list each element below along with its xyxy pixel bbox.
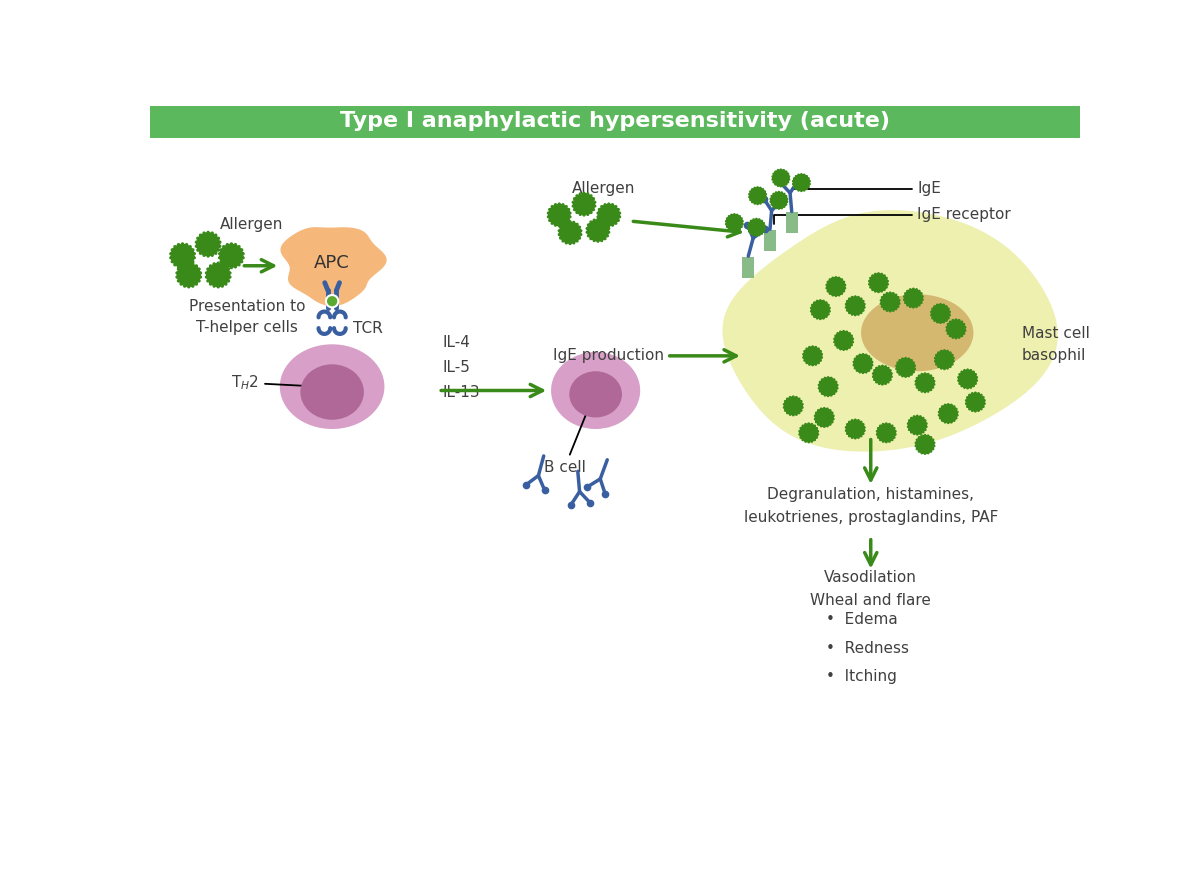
Polygon shape: [170, 243, 196, 268]
Polygon shape: [938, 404, 958, 423]
Text: TCR: TCR: [353, 321, 383, 336]
Text: •  Itching: • Itching: [826, 670, 896, 685]
Polygon shape: [799, 423, 818, 443]
Polygon shape: [815, 407, 834, 428]
Text: Mast cell
basophil: Mast cell basophil: [1022, 326, 1090, 363]
Polygon shape: [826, 276, 846, 297]
Polygon shape: [770, 192, 787, 209]
Polygon shape: [916, 435, 935, 454]
Polygon shape: [907, 415, 928, 435]
FancyBboxPatch shape: [786, 212, 798, 233]
Polygon shape: [966, 392, 985, 412]
Polygon shape: [872, 365, 892, 385]
Polygon shape: [846, 419, 865, 439]
Text: B cell: B cell: [544, 393, 594, 475]
Polygon shape: [853, 354, 872, 373]
Polygon shape: [748, 218, 766, 236]
Circle shape: [326, 295, 338, 307]
Text: •  Redness: • Redness: [826, 641, 908, 656]
Polygon shape: [792, 173, 810, 192]
Text: •  Edema: • Edema: [826, 612, 898, 627]
Text: APC: APC: [314, 254, 350, 273]
Ellipse shape: [862, 294, 973, 371]
Polygon shape: [281, 228, 386, 305]
Polygon shape: [196, 231, 221, 257]
Polygon shape: [803, 346, 822, 366]
Polygon shape: [947, 319, 966, 339]
Polygon shape: [772, 169, 790, 187]
Text: Presentation to
T-helper cells: Presentation to T-helper cells: [188, 299, 305, 335]
Ellipse shape: [551, 352, 640, 429]
Polygon shape: [749, 187, 767, 204]
Text: Degranulation, histamines,
leukotrienes, prostaglandins, PAF: Degranulation, histamines, leukotrienes,…: [744, 488, 998, 524]
Polygon shape: [572, 193, 595, 216]
Polygon shape: [598, 203, 620, 227]
Text: Vasodilation
Wheal and flare: Vasodilation Wheal and flare: [810, 570, 931, 608]
Text: IgE receptor: IgE receptor: [774, 208, 1010, 224]
Ellipse shape: [569, 371, 622, 417]
Text: Type I anaphylactic hypersensitivity (acute): Type I anaphylactic hypersensitivity (ac…: [340, 112, 890, 131]
Polygon shape: [811, 300, 830, 319]
Text: T$_H$2: T$_H$2: [232, 373, 318, 392]
Polygon shape: [218, 243, 244, 268]
Polygon shape: [935, 350, 954, 370]
Polygon shape: [904, 289, 923, 308]
Polygon shape: [587, 218, 610, 242]
Polygon shape: [818, 377, 838, 397]
Polygon shape: [724, 211, 1057, 451]
Text: IL-4
IL-5
IL-13: IL-4 IL-5 IL-13: [443, 334, 480, 400]
Polygon shape: [205, 262, 230, 288]
Polygon shape: [881, 292, 900, 312]
Text: IgE: IgE: [792, 181, 941, 196]
Polygon shape: [876, 423, 896, 443]
Polygon shape: [916, 373, 935, 392]
FancyBboxPatch shape: [764, 230, 776, 251]
Polygon shape: [846, 296, 865, 316]
Text: Allergen: Allergen: [571, 181, 635, 196]
Polygon shape: [726, 214, 743, 231]
Polygon shape: [558, 221, 582, 245]
Polygon shape: [834, 331, 853, 350]
Polygon shape: [869, 273, 888, 292]
FancyBboxPatch shape: [743, 257, 754, 278]
Ellipse shape: [280, 344, 384, 429]
Ellipse shape: [300, 364, 364, 420]
Text: IgE production: IgE production: [553, 348, 737, 363]
Bar: [150, 106, 1080, 138]
Polygon shape: [896, 357, 916, 378]
Polygon shape: [176, 262, 202, 288]
Polygon shape: [931, 304, 950, 323]
Text: Allergen: Allergen: [220, 217, 283, 232]
Polygon shape: [784, 396, 803, 415]
Polygon shape: [958, 369, 978, 389]
Polygon shape: [547, 203, 571, 227]
